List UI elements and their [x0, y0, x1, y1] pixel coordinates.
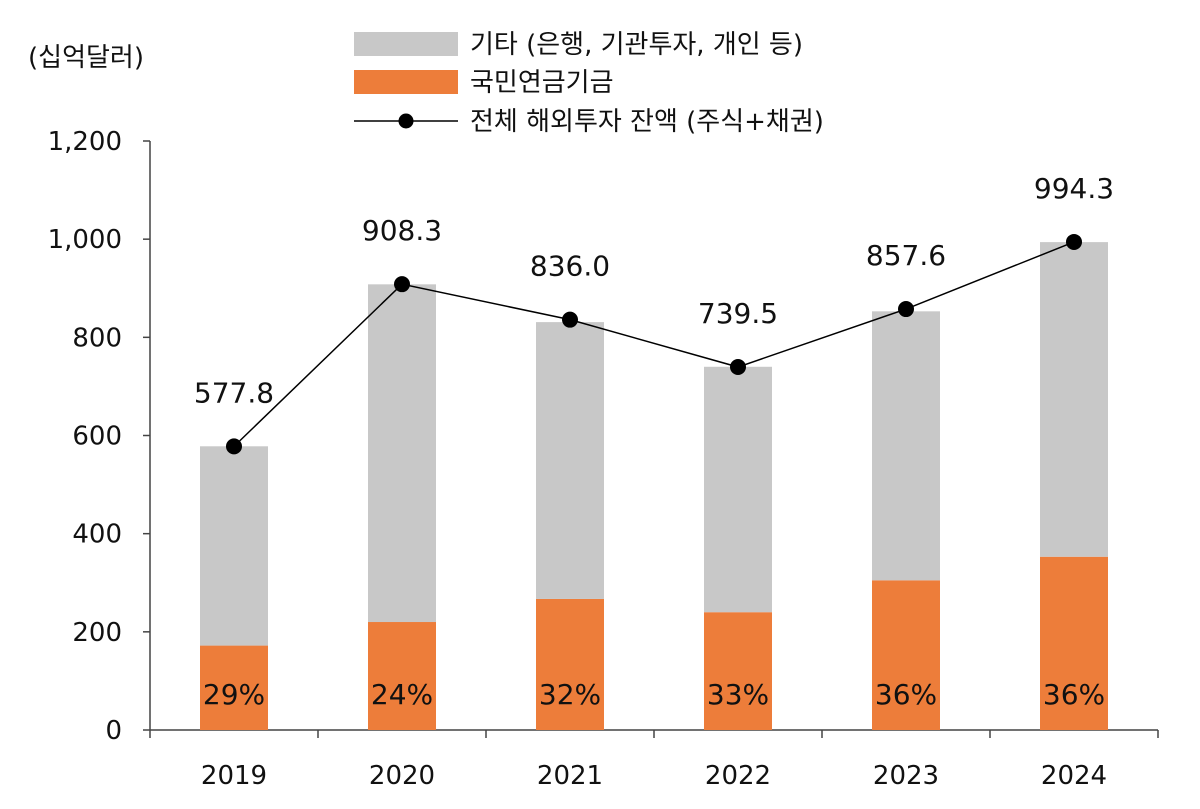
legend-label-total: 전체 해외투자 잔액 (주식+채권)	[470, 107, 824, 137]
y-tick-label: 0	[105, 716, 122, 746]
bar-other	[200, 446, 268, 646]
y-tick-label: 600	[72, 422, 122, 452]
legend-label-nps: 국민연금기금	[470, 68, 614, 98]
bar-other	[1040, 242, 1108, 557]
y-tick-label: 200	[72, 618, 122, 648]
bar-share-label: 33%	[707, 678, 769, 711]
legend-label-other: 기타 (은행, 기관투자, 개인 등)	[470, 30, 803, 60]
bar-nps	[872, 580, 940, 730]
bar-other	[872, 311, 940, 581]
y-axis: 0 200 400 600 800 1,000 1,200	[48, 127, 151, 746]
bar-other	[704, 366, 772, 613]
bar-nps	[704, 612, 772, 730]
bar-share-label: 36%	[1043, 678, 1105, 711]
total-value-label: 994.3	[1034, 172, 1114, 205]
y-tick-label: 1,200	[48, 127, 122, 157]
x-tick-label: 2019	[201, 761, 267, 791]
bar-share-label: 36%	[875, 678, 937, 711]
x-axis: 2019 2020 2021 2022 2023 2024	[149, 729, 1159, 791]
x-tick-label: 2021	[537, 761, 603, 791]
bar-other	[536, 322, 604, 599]
total-value-label: 908.3	[362, 214, 442, 247]
legend-marker-total	[398, 113, 414, 129]
bar-nps	[368, 622, 436, 730]
total-line	[233, 241, 1075, 447]
legend-swatch-other	[354, 32, 458, 56]
total-point	[562, 311, 578, 328]
bar-other	[368, 284, 436, 623]
legend-swatch-nps	[354, 70, 458, 94]
total-point	[898, 301, 914, 318]
labels-layer: 29% 24% 32% 33% 36% 36% 577.8 908.3 836.0 739.5 85…	[194, 172, 1114, 711]
bar-share-label: 29%	[203, 678, 265, 711]
total-value-label: 739.5	[698, 297, 778, 330]
bar-share-label: 24%	[371, 678, 433, 711]
x-tick-label: 2020	[369, 761, 435, 791]
total-value-label: 577.8	[194, 376, 274, 409]
y-tick-label: 400	[72, 520, 122, 550]
x-tick-label: 2023	[873, 761, 939, 791]
bar-nps	[536, 598, 604, 730]
total-point	[730, 359, 746, 376]
bar-nps	[1040, 556, 1108, 730]
total-point	[1066, 233, 1082, 250]
y-tick-label: 1,000	[48, 225, 122, 255]
total-point	[394, 276, 410, 293]
legend: 기타 (은행, 기관투자, 개인 등) 국민연금기금 전체 해외투자 잔액 (주…	[354, 30, 824, 137]
total-value-label: 857.6	[866, 239, 946, 272]
total-line-layer	[226, 233, 1082, 455]
x-tick-label: 2024	[1041, 761, 1107, 791]
y-unit-label: (십억달러)	[28, 43, 144, 73]
bar-nps	[200, 645, 268, 730]
x-tick-label: 2022	[705, 761, 771, 791]
total-value-label: 836.0	[530, 250, 610, 283]
y-tick-label: 800	[72, 323, 122, 353]
total-point	[226, 438, 242, 455]
bar-share-label: 32%	[539, 678, 601, 711]
bars-layer	[200, 242, 1108, 730]
